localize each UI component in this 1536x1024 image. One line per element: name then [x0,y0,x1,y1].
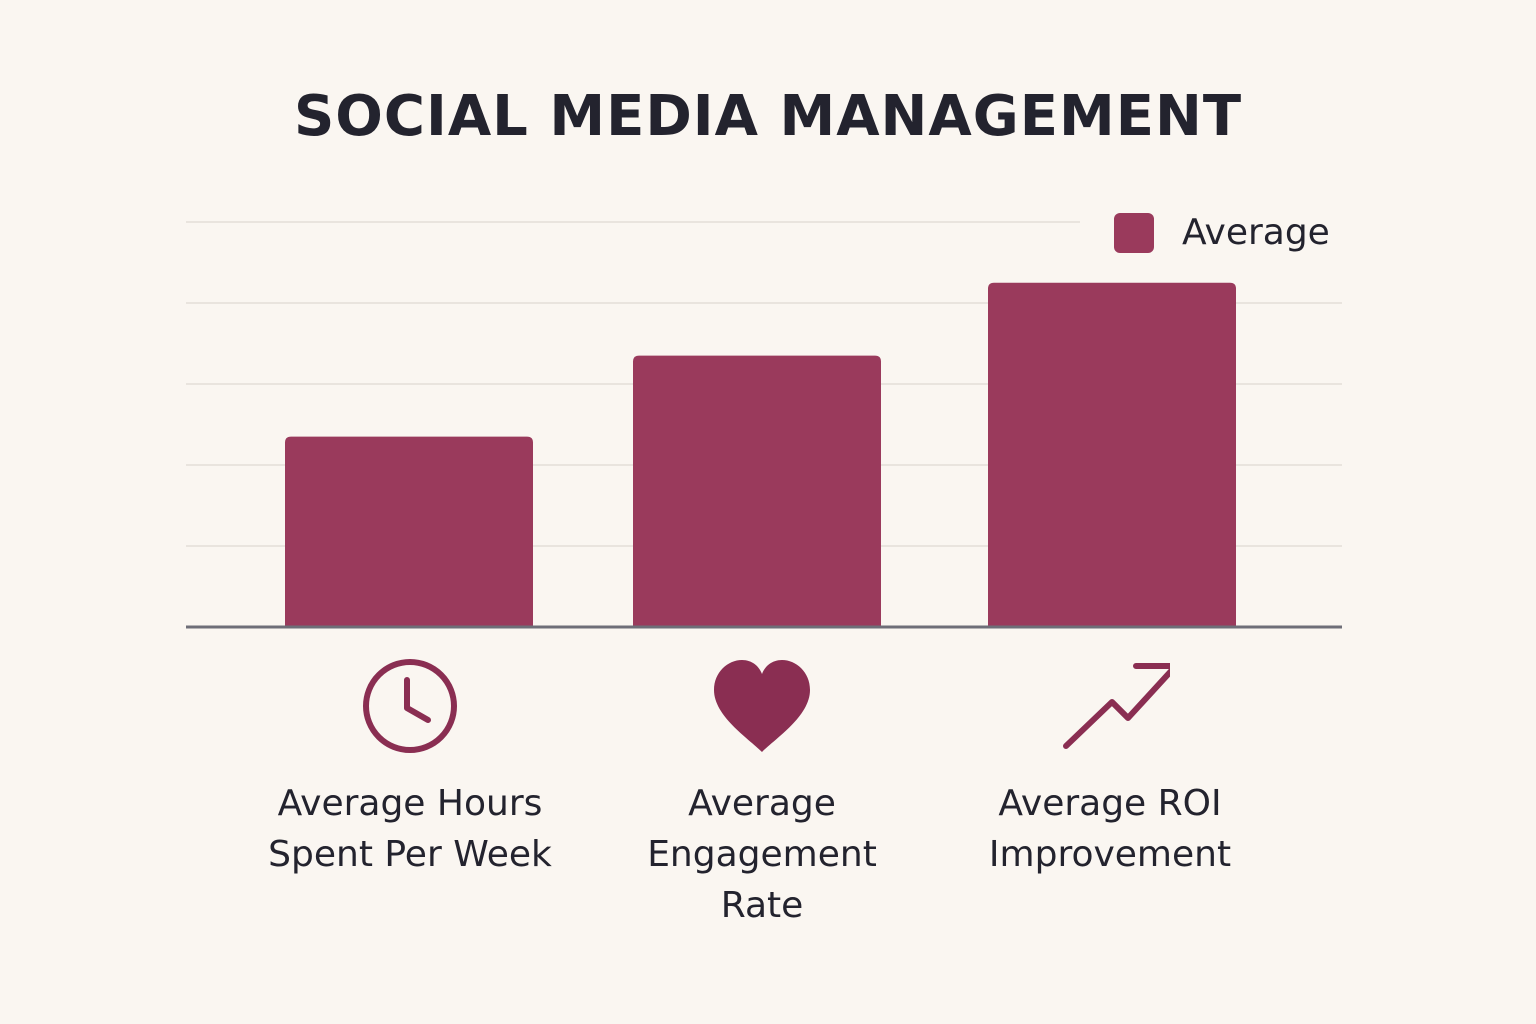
trending-up-icon [1063,663,1170,749]
heart-icon [714,660,810,752]
legend-swatch-average [1114,213,1154,253]
clock-icon [363,659,457,753]
legend: Average [1114,210,1330,256]
category-label-hours: Average Hours Spent Per Week [268,783,552,875]
category-label-engagement: Average Engagement Rate [647,783,877,926]
category-engagement: Average Engagement Rate [592,650,932,931]
category-roi: Average ROI Improvement [940,650,1280,880]
bar [988,282,1236,627]
bar [285,436,533,627]
legend-label-average: Average [1182,212,1330,253]
chart-title: SOCIAL MEDIA MANAGEMENT [293,84,1243,149]
category-label-roi: Average ROI Improvement [988,783,1232,875]
category-hours: Average Hours Spent Per Week [240,650,580,880]
bar [633,355,881,627]
